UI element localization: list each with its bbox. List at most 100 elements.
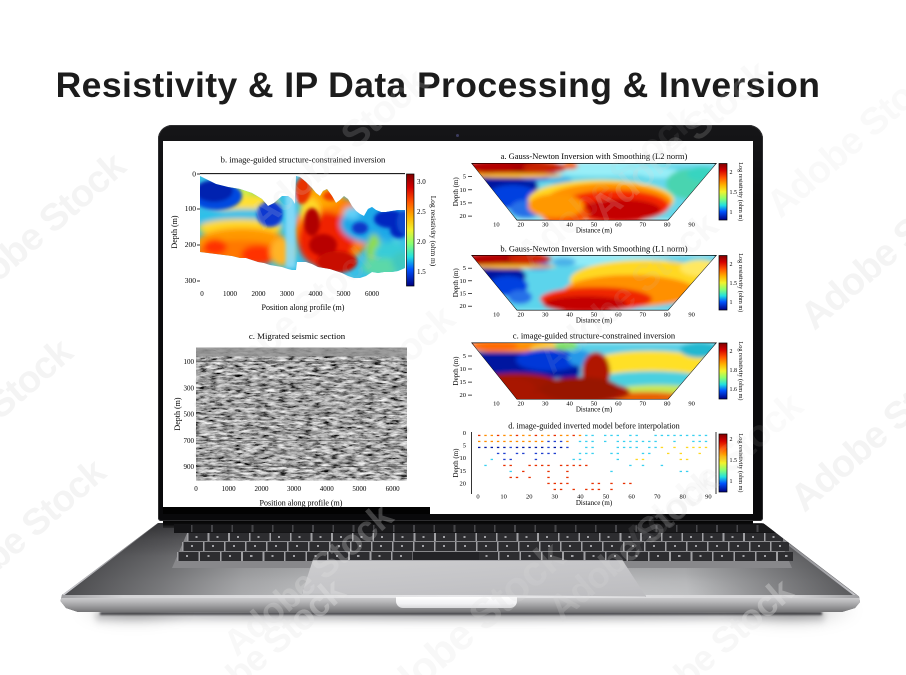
svg-text:80: 80 [664,401,671,408]
svg-text:100: 100 [185,204,197,213]
svg-text:5: 5 [463,174,466,181]
svg-text:10: 10 [500,494,507,501]
svg-text:0: 0 [192,170,196,179]
svg-text:Distance (m): Distance (m) [576,317,613,325]
svg-text:30: 30 [542,401,549,408]
svg-text:a. Gauss-Newton Inversion with: a. Gauss-Newton Inversion with Smoothing… [501,151,688,161]
svg-text:2: 2 [730,262,733,268]
svg-text:Depth (m): Depth (m) [452,268,460,298]
svg-text:1.5: 1.5 [730,190,738,196]
svg-text:3000: 3000 [280,290,295,298]
svg-text:Distance (m): Distance (m) [576,406,613,414]
svg-text:15: 15 [460,291,467,298]
svg-text:60: 60 [615,312,622,319]
svg-text:0: 0 [194,485,198,493]
svg-text:900: 900 [184,463,195,471]
svg-text:c. image-guided structure-cons: c. image-guided structure-constrained in… [513,331,676,341]
svg-text:1.5: 1.5 [730,281,738,287]
svg-text:1000: 1000 [223,290,238,298]
svg-text:6000: 6000 [365,290,380,298]
svg-text:20: 20 [526,494,533,501]
svg-text:Log resistivity (ohm m): Log resistivity (ohm m) [737,342,744,401]
svg-text:Depth (m): Depth (m) [173,397,182,430]
svg-text:1: 1 [730,479,733,485]
svg-text:40: 40 [566,312,573,319]
svg-text:10: 10 [460,366,467,373]
svg-text:3000: 3000 [287,485,302,493]
svg-text:30: 30 [542,222,549,229]
svg-text:5: 5 [463,265,466,272]
svg-text:2.0: 2.0 [417,238,426,246]
svg-text:Depth (m): Depth (m) [452,356,460,386]
svg-text:60: 60 [628,494,635,501]
svg-text:1.5: 1.5 [417,268,426,276]
svg-text:60: 60 [615,401,622,408]
svg-text:90: 90 [688,312,695,319]
svg-text:Distance (m): Distance (m) [576,499,613,507]
svg-text:40: 40 [566,401,573,408]
svg-text:50: 50 [591,401,598,408]
svg-text:0: 0 [476,494,479,501]
svg-text:Position along profile (m): Position along profile (m) [260,499,343,508]
svg-text:1.6: 1.6 [730,387,738,393]
svg-text:60: 60 [615,222,622,229]
svg-text:1.8: 1.8 [730,368,738,374]
svg-text:2: 2 [730,170,733,176]
svg-text:10: 10 [460,455,467,462]
svg-text:100: 100 [184,358,195,366]
svg-text:Log resistivity (ohm m): Log resistivity (ohm m) [429,196,438,267]
svg-text:1000: 1000 [222,485,237,493]
svg-text:4000: 4000 [320,485,335,493]
svg-text:90: 90 [688,401,695,408]
svg-text:30: 30 [552,494,559,501]
svg-text:b. Gauss-Newton Inversion with: b. Gauss-Newton Inversion with Smoothing… [500,244,687,254]
svg-text:10: 10 [460,278,467,285]
svg-text:40: 40 [577,494,584,501]
svg-text:30: 30 [542,312,549,319]
svg-text:Distance (m): Distance (m) [576,227,613,235]
svg-text:Depth (m): Depth (m) [170,215,179,248]
svg-text:10: 10 [493,312,500,319]
svg-text:5000: 5000 [352,485,367,493]
svg-text:50: 50 [603,494,610,501]
svg-text:70: 70 [640,222,647,229]
svg-text:20: 20 [460,213,467,220]
svg-text:20: 20 [460,480,467,487]
svg-text:40: 40 [566,222,573,229]
svg-text:10: 10 [493,222,500,229]
svg-text:20: 20 [460,303,467,310]
svg-text:1: 1 [730,300,733,306]
svg-text:d. image-guided inverted model: d. image-guided inverted model before in… [508,422,679,431]
svg-text:2: 2 [730,349,733,355]
svg-text:3.0: 3.0 [417,178,426,186]
svg-text:20: 20 [518,401,525,408]
svg-text:1: 1 [730,210,733,216]
svg-text:20: 20 [460,392,467,399]
svg-text:300: 300 [184,385,195,393]
svg-text:5: 5 [463,443,466,450]
svg-text:0: 0 [200,290,204,298]
svg-text:300: 300 [185,276,197,285]
svg-text:4000: 4000 [309,290,324,298]
svg-text:2000: 2000 [255,485,270,493]
svg-text:Position along profile (m): Position along profile (m) [262,303,345,312]
svg-text:15: 15 [460,200,467,207]
svg-text:Log resistivity (ohm m): Log resistivity (ohm m) [737,434,744,493]
svg-text:80: 80 [680,494,687,501]
svg-text:20: 20 [518,222,525,229]
svg-text:70: 70 [640,401,647,408]
svg-text:80: 80 [664,222,671,229]
svg-text:6000: 6000 [386,485,401,493]
svg-text:10: 10 [460,187,467,194]
svg-text:0: 0 [463,430,466,437]
svg-text:15: 15 [460,379,467,386]
svg-text:Log resistivity (ohm m): Log resistivity (ohm m) [737,162,744,221]
svg-text:20: 20 [518,312,525,319]
svg-text:70: 70 [654,494,661,501]
svg-text:50: 50 [591,222,598,229]
svg-text:90: 90 [688,222,695,229]
svg-text:50: 50 [591,312,598,319]
svg-text:700: 700 [184,437,195,445]
svg-text:2.5: 2.5 [417,208,426,216]
svg-text:15: 15 [460,468,467,475]
